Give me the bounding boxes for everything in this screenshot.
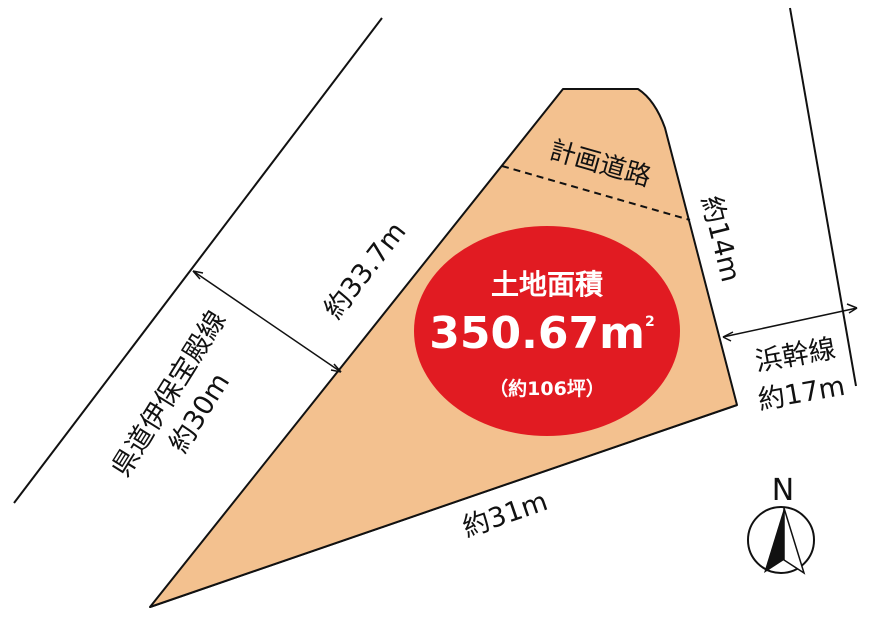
compass: N bbox=[747, 473, 815, 575]
east-road-boundary bbox=[789, 7, 857, 387]
east-road-label: 浜幹線 約17m bbox=[753, 333, 847, 416]
west-road-dimension-line bbox=[192, 270, 342, 373]
area-badge: 土地面積 350.67m2 （約106坪） bbox=[414, 226, 680, 436]
area-value-line: 350.67m2 bbox=[429, 308, 654, 359]
area-unit: m bbox=[599, 308, 645, 359]
west-road-label: 県道伊保宝殿線 約30m bbox=[106, 306, 236, 483]
east-road-dimension-line bbox=[722, 307, 858, 338]
east-road-width: 約17m bbox=[756, 371, 848, 417]
planned-road-line bbox=[501, 165, 691, 221]
area-unit-superscript: 2 bbox=[645, 314, 655, 330]
north-arrow-icon bbox=[747, 506, 815, 575]
west-road-dimension-arrow-b bbox=[330, 363, 342, 373]
east-road-name: 浜幹線 bbox=[753, 333, 838, 378]
east-road-dimension-arrow-b bbox=[846, 303, 858, 314]
east-road-dimension-arrow-a bbox=[722, 331, 734, 342]
west-road-dimension-arrow-a bbox=[192, 270, 204, 280]
compass-north-label: N bbox=[772, 473, 794, 508]
area-value: 350.67 bbox=[429, 308, 599, 359]
area-badge-ellipse bbox=[414, 226, 680, 436]
west-road-boundary-outer bbox=[13, 17, 383, 504]
area-title: 土地面積 bbox=[491, 268, 603, 301]
area-tsubo: （約106坪） bbox=[489, 377, 605, 400]
